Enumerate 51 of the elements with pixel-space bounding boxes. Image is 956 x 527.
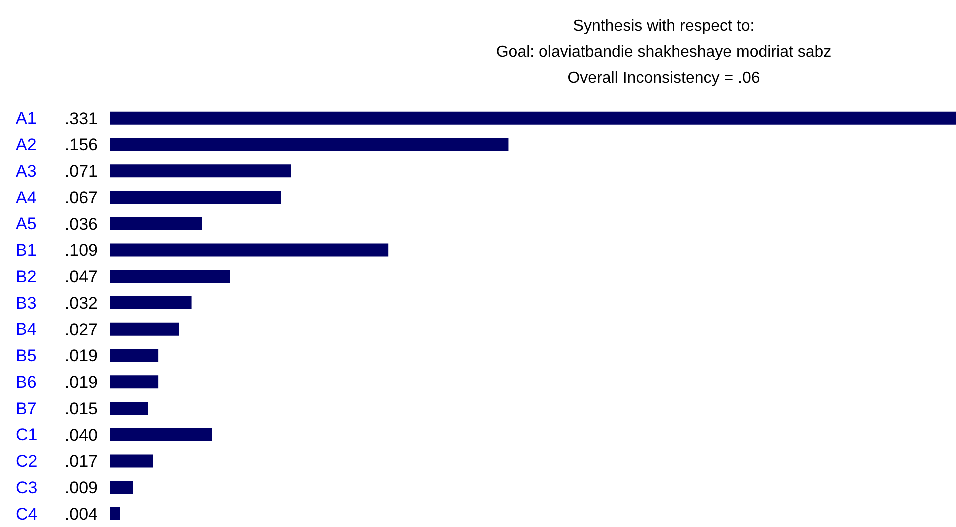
chart-title: Synthesis with respect to: [572, 17, 756, 37]
data-label: .071 [64, 162, 98, 182]
bar [110, 507, 120, 520]
bar [110, 270, 230, 284]
y-tick-label: A3 [16, 162, 37, 181]
data-label: .032 [64, 294, 98, 313]
data-label: .156 [64, 136, 98, 155]
data-label: .027 [64, 320, 98, 340]
data-label: .004 [64, 504, 98, 524]
data-label: .017 [64, 452, 98, 472]
y-tick-label: B3 [16, 294, 37, 313]
bar [110, 296, 192, 310]
bar [110, 349, 159, 362]
data-label: .009 [64, 478, 98, 498]
bar [110, 402, 148, 415]
bar [110, 376, 159, 389]
chart-subtitle: Goal: olaviatbandie shakheshaye modiriat sabz [495, 43, 833, 63]
y-tick-label: B2 [16, 267, 37, 286]
bar [110, 428, 212, 442]
data-label: .040 [64, 426, 98, 445]
bar [110, 322, 180, 336]
y-tick-label: C2 [16, 452, 38, 472]
data-label: .036 [64, 214, 98, 234]
y-tick-label: A2 [16, 136, 37, 155]
data-label: .109 [64, 241, 98, 260]
bar [110, 481, 134, 494]
data-label: .019 [64, 346, 98, 366]
bar [110, 217, 202, 230]
y-tick-label: A4 [16, 188, 37, 208]
data-label: .067 [64, 188, 98, 208]
y-tick-label: B7 [16, 399, 37, 418]
bar [110, 454, 154, 468]
bar [110, 244, 389, 257]
text: Overall Inconsistency = .06 [566, 69, 762, 89]
data-label: .015 [64, 399, 98, 418]
bar [110, 138, 509, 152]
y-tick-label: C4 [16, 504, 38, 524]
y-tick-label: B1 [16, 241, 37, 260]
y-tick-label: A1 [16, 109, 37, 128]
y-tick-label: C3 [16, 478, 38, 498]
data-label: .331 [64, 109, 98, 128]
y-tick-label: A5 [16, 214, 37, 234]
data-label: .047 [64, 268, 98, 287]
data-label: .019 [64, 373, 98, 392]
bar [110, 112, 956, 125]
y-tick-label: B4 [16, 320, 37, 340]
y-tick-label: B5 [16, 346, 37, 366]
y-tick-label: C1 [16, 426, 38, 445]
bar [110, 164, 292, 178]
bar [110, 190, 282, 204]
y-tick-label: B6 [16, 372, 37, 392]
